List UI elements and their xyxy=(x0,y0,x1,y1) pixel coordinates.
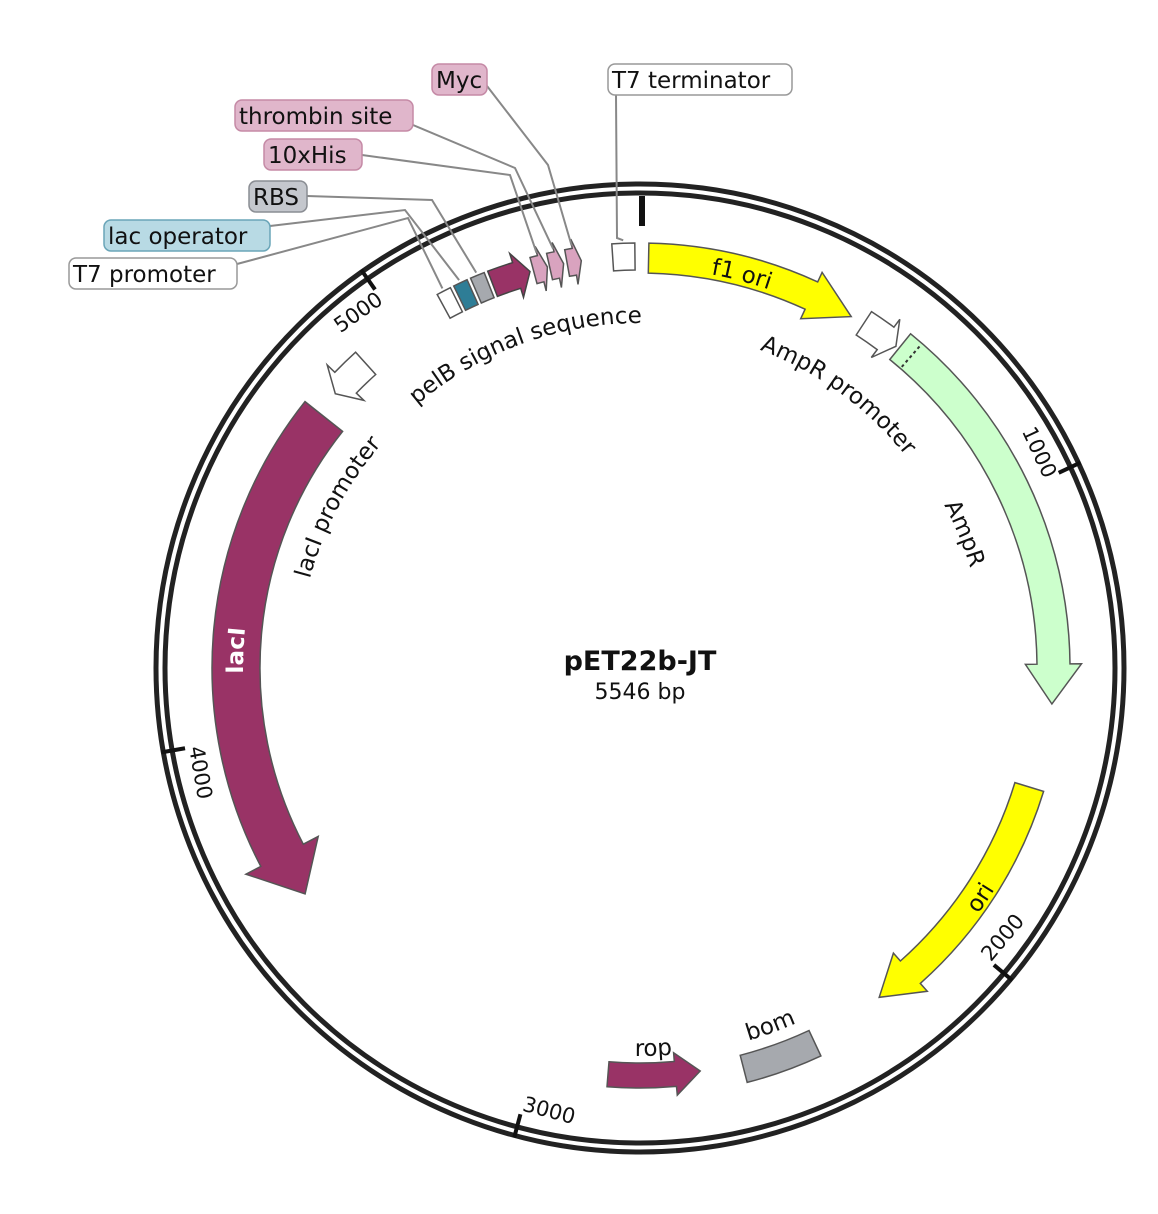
feature-label: RBS xyxy=(253,185,299,211)
feature-label-path: pelB signal sequence xyxy=(404,303,642,410)
feature-arrow xyxy=(606,1051,702,1097)
feature-arrow xyxy=(563,238,583,285)
feature-arrow xyxy=(436,286,464,320)
feature-label: T7 terminator xyxy=(611,68,771,94)
tick-mark xyxy=(161,746,186,755)
feature-arrow xyxy=(878,781,1045,999)
feature-arrow xyxy=(855,310,901,359)
feature-arrow xyxy=(739,1029,822,1084)
callout-line xyxy=(615,94,624,242)
tick-mark xyxy=(992,963,1014,982)
label-box xyxy=(431,63,488,96)
label-box xyxy=(68,257,238,290)
feature-arrow xyxy=(529,246,549,292)
feature-label: lac operator xyxy=(108,224,248,250)
feature-arrow xyxy=(325,351,377,402)
feature-arrow xyxy=(888,332,1083,706)
callout-line xyxy=(486,85,573,246)
callout-line xyxy=(269,208,460,281)
callout-line xyxy=(236,216,444,289)
label-box xyxy=(234,99,414,132)
plasmid-size: 5546 bp xyxy=(595,680,686,705)
callout-line xyxy=(361,154,538,254)
feature-arrow xyxy=(469,271,496,304)
feature-label: T7 promoter xyxy=(72,262,216,288)
label-box xyxy=(248,180,308,213)
label-box xyxy=(607,63,793,96)
backbone-outer xyxy=(153,181,1127,1155)
callout-line xyxy=(412,124,555,250)
feature-arrow xyxy=(211,400,344,895)
feature-label: pelB signal sequence xyxy=(404,303,642,410)
feature-arrow xyxy=(452,278,480,312)
feature-label: Myc xyxy=(436,68,482,94)
tick-label: 5000 xyxy=(330,287,388,337)
feature-arrow xyxy=(545,242,565,288)
callout-line xyxy=(306,195,478,274)
tick-mark xyxy=(1057,460,1082,475)
feature-label: 10xHis xyxy=(268,143,347,169)
feature-label: AmpR xyxy=(939,496,990,570)
feature-label-path: rop xyxy=(635,1035,673,1062)
label-box xyxy=(263,138,363,171)
feature-label: rop xyxy=(635,1035,673,1062)
feature-arrow xyxy=(611,242,636,272)
plasmid-name: pET22b-JT xyxy=(564,646,717,677)
feature-label: f1 ori xyxy=(710,255,775,295)
feature-label: thrombin site xyxy=(239,104,392,130)
tick-label: 2000 xyxy=(976,909,1029,965)
tick-mark xyxy=(512,1113,523,1138)
backbone-inner xyxy=(162,190,1118,1146)
feature-arrow xyxy=(486,251,531,301)
tick-label: 3000 xyxy=(520,1092,578,1129)
feature-label-path: f1 ori xyxy=(710,255,775,295)
tick-label: 4000 xyxy=(184,744,217,801)
feature-label-path: AmpR xyxy=(939,496,990,570)
feature-divider xyxy=(901,344,922,368)
tick-mark xyxy=(359,268,377,291)
label-box xyxy=(103,219,271,252)
feature-arrow xyxy=(647,242,853,320)
